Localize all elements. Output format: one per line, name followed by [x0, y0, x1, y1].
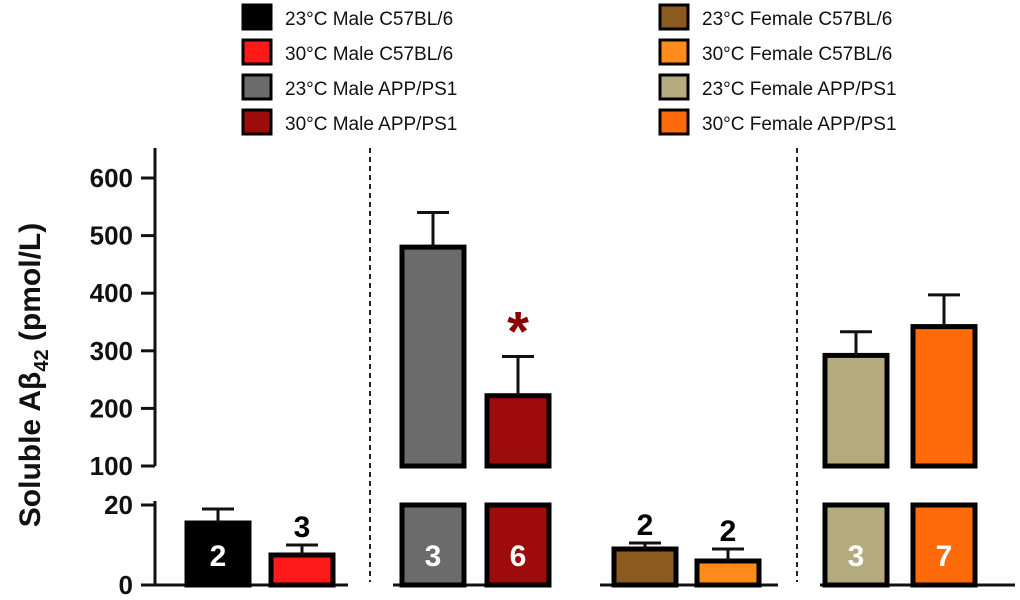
- bar: [694, 558, 762, 588]
- sample-size-label: 2: [210, 540, 227, 573]
- legend: 23°C Male C57BL/6 30°C Male C57BL/6 23°C M…: [241, 3, 897, 136]
- y-tick-label: 20: [104, 490, 133, 520]
- legend-item: 23°C Female C57BL/6: [658, 3, 892, 31]
- legend-item: 30°C Female C57BL/6: [658, 38, 892, 66]
- y-tick-label: 200: [90, 393, 133, 423]
- sample-size-label: 3: [425, 540, 442, 573]
- legend-label: 23°C Male C57BL/6: [285, 9, 453, 30]
- bar-group: 3: [822, 330, 890, 588]
- legend-label: 23°C Female APP/PS1: [702, 79, 897, 100]
- bar-lower-segment: [822, 502, 890, 588]
- y-axis-label: Soluble Aβ42 (pmol/L): [14, 223, 53, 527]
- group-dividers: [369, 148, 798, 582]
- legend-swatch: [241, 3, 273, 31]
- legend-label: 30°C Male C57BL/6: [285, 44, 453, 65]
- bar-group: 7: [910, 293, 978, 588]
- bar: [399, 244, 467, 469]
- legend-item: 30°C Female APP/PS1: [658, 108, 897, 136]
- legend-item: 23°C Male C57BL/6: [241, 3, 453, 31]
- legend-item: 30°C Male APP/PS1: [241, 108, 457, 136]
- bar-group: 3: [399, 211, 467, 588]
- sample-size-label: 2: [637, 509, 654, 542]
- y-axis-label-subscript: 42: [31, 349, 53, 371]
- legend-item: 23°C Male APP/PS1: [241, 73, 457, 101]
- bar: [611, 546, 679, 588]
- bar-lower-segment: [910, 502, 978, 588]
- bar: [822, 352, 890, 469]
- significance-marker: *: [507, 300, 529, 363]
- sample-size-label: 2: [720, 515, 737, 548]
- sample-size-label: 3: [848, 540, 865, 573]
- legend-label: 30°C Female C57BL/6: [702, 44, 892, 65]
- y-tick-label: 600: [90, 163, 133, 193]
- legend-swatch: [241, 73, 273, 101]
- legend-swatch: [658, 73, 690, 101]
- y-tick-label: 100: [90, 451, 133, 481]
- legend-swatch: [658, 3, 690, 31]
- bar: [484, 393, 552, 469]
- legend-label: 30°C Male APP/PS1: [285, 114, 457, 135]
- y-tick-label: 500: [90, 221, 133, 251]
- legend-swatch: [241, 38, 273, 66]
- bar-group: 2: [611, 509, 679, 588]
- y-tick-label: 300: [90, 336, 133, 366]
- bar-lower-segment: [399, 502, 467, 588]
- bar-group: 2: [184, 507, 252, 588]
- bar: [184, 520, 252, 588]
- legend-label: 23°C Female C57BL/6: [702, 9, 892, 30]
- bar-group: *6: [484, 300, 552, 588]
- bars: 233*62 23 7: [184, 211, 978, 588]
- legend-swatch: [658, 108, 690, 136]
- bar: [910, 324, 978, 469]
- sample-size-label: 3: [294, 511, 311, 544]
- y-tick-label: 400: [90, 278, 133, 308]
- bar-lower-segment: [484, 502, 552, 588]
- legend-swatch: [241, 108, 273, 136]
- bar-group: 2: [694, 515, 762, 588]
- y-axis-label-main: Soluble Aβ: [14, 372, 47, 528]
- sample-size-label: 7: [936, 540, 953, 573]
- y-tick-label: 0: [119, 570, 133, 600]
- bar: [268, 552, 336, 588]
- legend-item: 23°C Female APP/PS1: [658, 73, 897, 101]
- legend-label: 23°C Male APP/PS1: [285, 79, 457, 100]
- legend-label: 30°C Female APP/PS1: [702, 114, 897, 135]
- legend-swatch: [658, 38, 690, 66]
- sample-size-label: 6: [510, 540, 527, 573]
- bar-group: 3: [268, 511, 336, 588]
- legend-item: 30°C Male C57BL/6: [241, 38, 453, 66]
- y-axis-label-unit: (pmol/L): [14, 223, 47, 350]
